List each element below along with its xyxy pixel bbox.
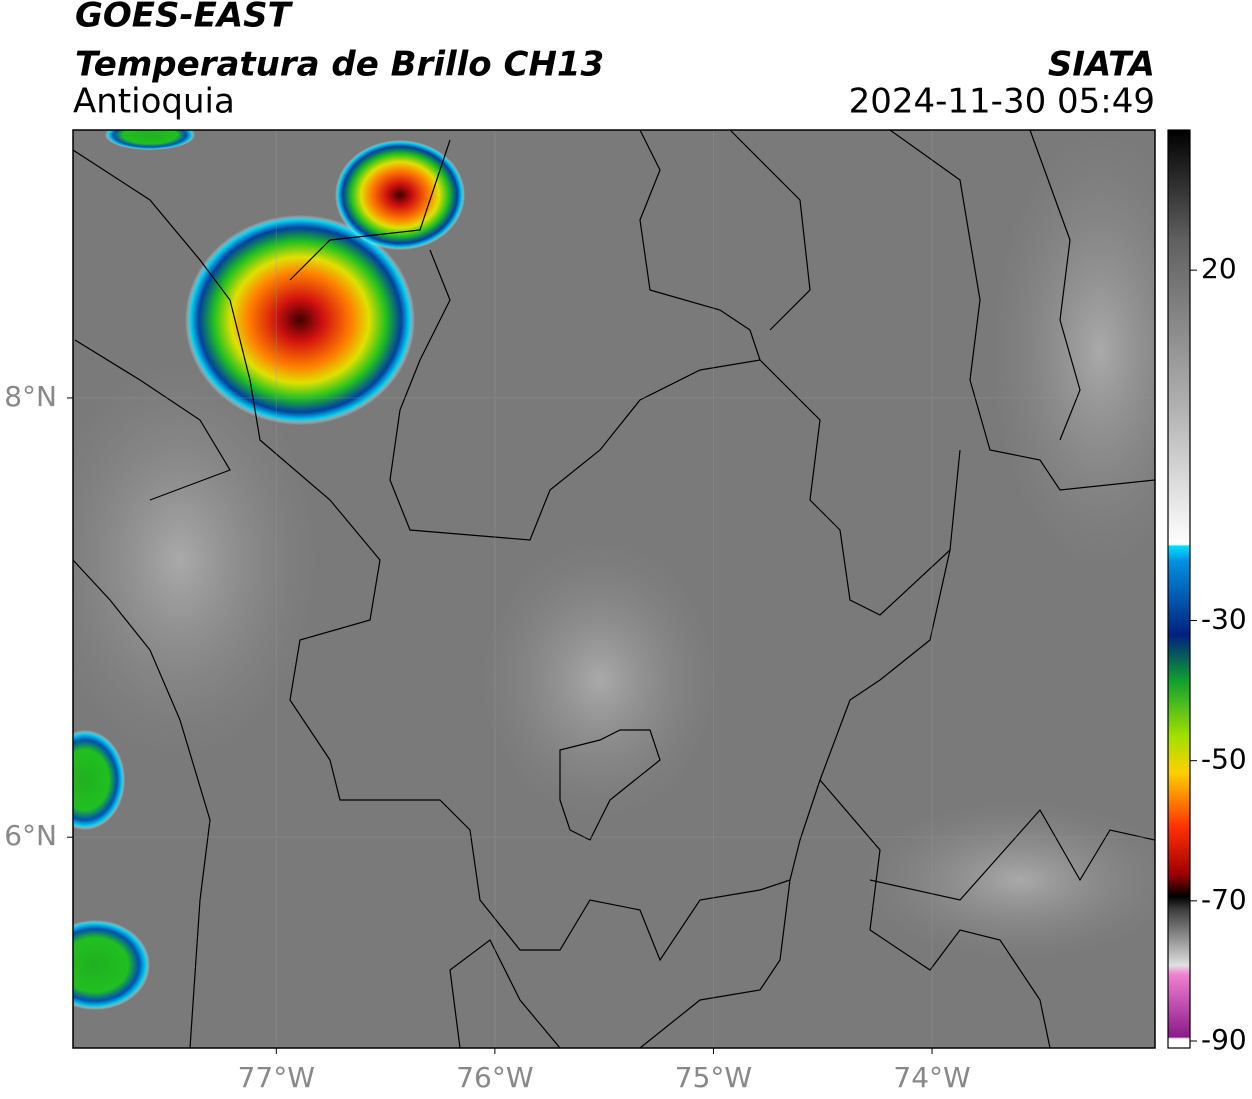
cloud bbox=[990, 130, 1155, 570]
title: GOES-EAST bbox=[75, 0, 294, 36]
storm bbox=[335, 140, 465, 250]
cloud bbox=[73, 360, 320, 760]
storm bbox=[105, 130, 195, 150]
colorbar-tick-label: 20 bbox=[1201, 252, 1237, 285]
y-tick-label: 6°N bbox=[4, 819, 57, 852]
y-tick-label: 8°N bbox=[4, 380, 57, 413]
source: SIATA bbox=[1048, 45, 1155, 85]
colorbar bbox=[1167, 129, 1191, 1049]
x-tick-label: 77°W bbox=[238, 1061, 315, 1094]
colorbar-tick-label: -50 bbox=[1201, 743, 1247, 776]
subtitle: Temperatura de Brillo CH13 bbox=[75, 45, 604, 85]
cloud bbox=[860, 800, 1155, 960]
datetime: 2024-11-30 05:49 bbox=[849, 82, 1155, 122]
colorbar-tick-label: -30 bbox=[1201, 603, 1247, 636]
storm bbox=[185, 215, 415, 425]
map-image bbox=[73, 130, 1155, 1048]
x-tick-label: 74°W bbox=[893, 1061, 970, 1094]
x-tick-label: 75°W bbox=[675, 1061, 752, 1094]
colorbar-tick-label: -70 bbox=[1201, 883, 1247, 916]
grid bbox=[73, 130, 1155, 1048]
region: Antioquia bbox=[73, 82, 235, 122]
colorbar-tick-label: -90 bbox=[1201, 1023, 1247, 1056]
borders bbox=[73, 130, 1155, 1048]
map-frame bbox=[72, 129, 1156, 1049]
cloud bbox=[480, 540, 720, 820]
storm bbox=[73, 920, 150, 1010]
storm bbox=[73, 730, 125, 830]
x-tick-label: 76°W bbox=[456, 1061, 533, 1094]
